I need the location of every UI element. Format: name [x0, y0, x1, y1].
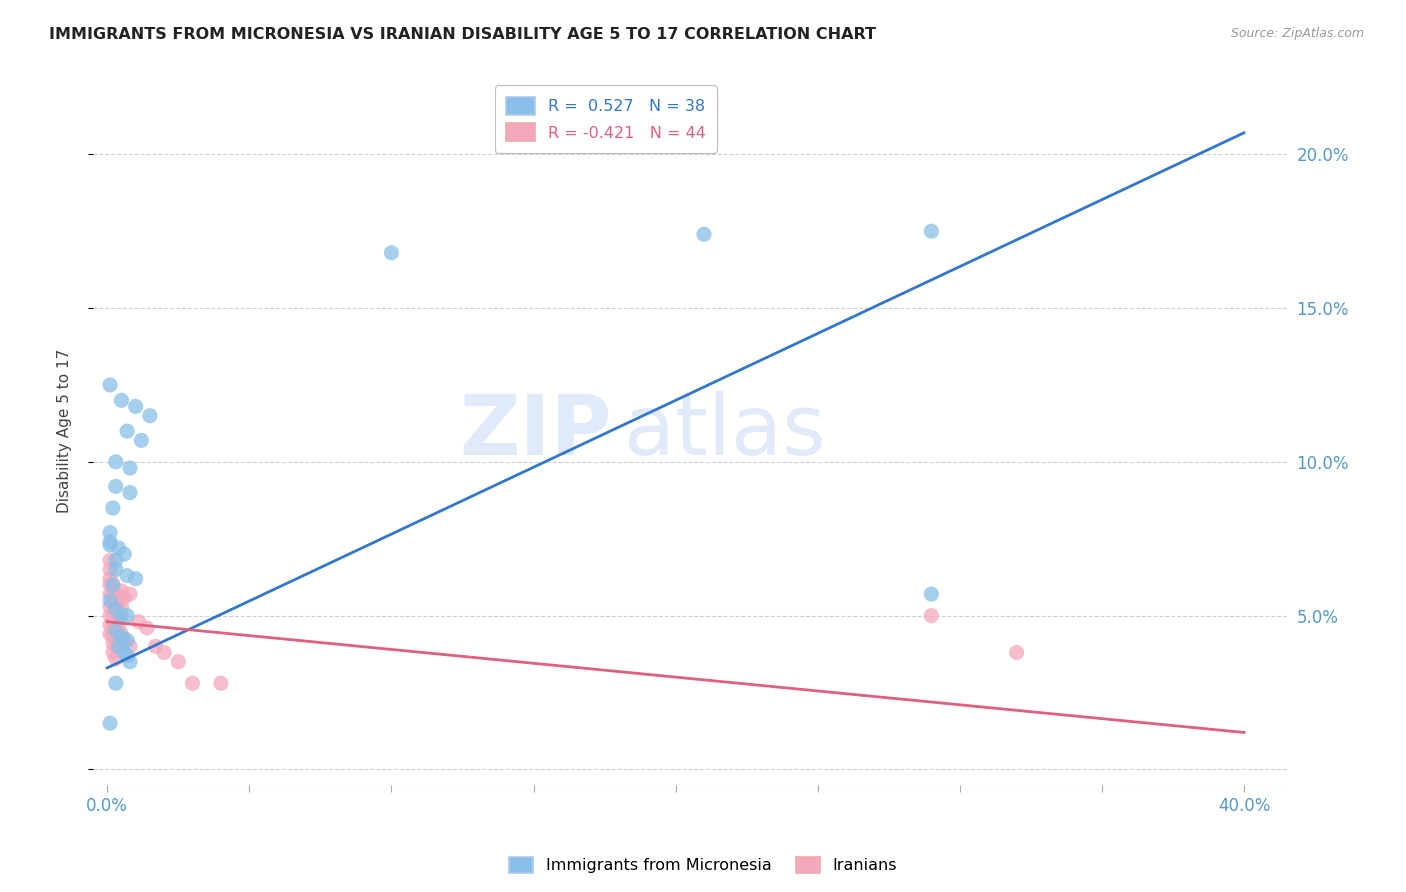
Point: [98, 534, 121, 549]
Point: [101, 578, 124, 592]
Point: [118, 461, 141, 475]
Point: [101, 636, 124, 650]
Text: Source: ZipAtlas.com: Source: ZipAtlas.com: [1230, 27, 1364, 40]
Point: [98, 716, 121, 731]
Point: [920, 587, 942, 601]
Point: [110, 584, 132, 599]
Point: [104, 630, 127, 644]
Point: [98, 617, 121, 632]
Point: [110, 630, 132, 644]
Point: [131, 434, 153, 448]
Point: [112, 590, 135, 604]
Point: [110, 599, 132, 614]
Point: [107, 541, 129, 555]
Point: [124, 572, 146, 586]
Point: [110, 608, 132, 623]
Point: [101, 500, 124, 515]
Point: [98, 593, 121, 607]
Point: [112, 547, 135, 561]
Point: [127, 615, 149, 629]
Point: [98, 608, 121, 623]
Point: [104, 562, 127, 576]
Point: [181, 676, 204, 690]
Point: [104, 602, 127, 616]
Point: [101, 587, 124, 601]
Point: [98, 538, 121, 552]
Point: [920, 224, 942, 238]
Y-axis label: Disability Age 5 to 17: Disability Age 5 to 17: [58, 349, 72, 513]
Point: [112, 646, 135, 660]
Point: [107, 630, 129, 644]
Point: [167, 655, 190, 669]
Point: [115, 633, 138, 648]
Point: [118, 485, 141, 500]
Point: [112, 633, 135, 648]
Point: [110, 393, 132, 408]
Point: [104, 651, 127, 665]
Point: [104, 624, 127, 638]
Point: [98, 578, 121, 592]
Point: [115, 424, 138, 438]
Point: [139, 409, 162, 423]
Point: [107, 596, 129, 610]
Point: [98, 599, 121, 614]
Point: [101, 646, 124, 660]
Point: [118, 640, 141, 654]
Point: [104, 676, 127, 690]
Point: [104, 621, 127, 635]
Point: [101, 627, 124, 641]
Point: [101, 617, 124, 632]
Point: [98, 553, 121, 567]
Point: [104, 455, 127, 469]
Point: [380, 245, 402, 260]
Point: [104, 608, 127, 623]
Point: [118, 587, 141, 601]
Point: [107, 621, 129, 635]
Point: [118, 655, 141, 669]
Legend: Immigrants from Micronesia, Iranians: Immigrants from Micronesia, Iranians: [503, 850, 903, 880]
Point: [98, 378, 121, 392]
Point: [1005, 646, 1028, 660]
Point: [104, 553, 127, 567]
Point: [98, 627, 121, 641]
Point: [920, 608, 942, 623]
Point: [101, 578, 124, 592]
Point: [98, 562, 121, 576]
Point: [98, 587, 121, 601]
Text: ZIP: ZIP: [460, 391, 612, 472]
Point: [107, 608, 129, 623]
Point: [115, 608, 138, 623]
Text: atlas: atlas: [624, 391, 825, 472]
Point: [104, 479, 127, 493]
Point: [115, 568, 138, 582]
Point: [145, 640, 167, 654]
Point: [104, 587, 127, 601]
Point: [153, 646, 176, 660]
Text: IMMIGRANTS FROM MICRONESIA VS IRANIAN DISABILITY AGE 5 TO 17 CORRELATION CHART: IMMIGRANTS FROM MICRONESIA VS IRANIAN DI…: [49, 27, 876, 42]
Point: [110, 627, 132, 641]
Legend: R =  0.527   N = 38, R = -0.421   N = 44: R = 0.527 N = 38, R = -0.421 N = 44: [495, 86, 717, 153]
Point: [107, 640, 129, 654]
Point: [101, 608, 124, 623]
Point: [104, 640, 127, 654]
Point: [693, 227, 716, 242]
Point: [98, 572, 121, 586]
Point: [98, 525, 121, 540]
Point: [101, 596, 124, 610]
Point: [209, 676, 232, 690]
Point: [104, 599, 127, 614]
Point: [136, 621, 159, 635]
Point: [124, 400, 146, 414]
Point: [115, 648, 138, 663]
